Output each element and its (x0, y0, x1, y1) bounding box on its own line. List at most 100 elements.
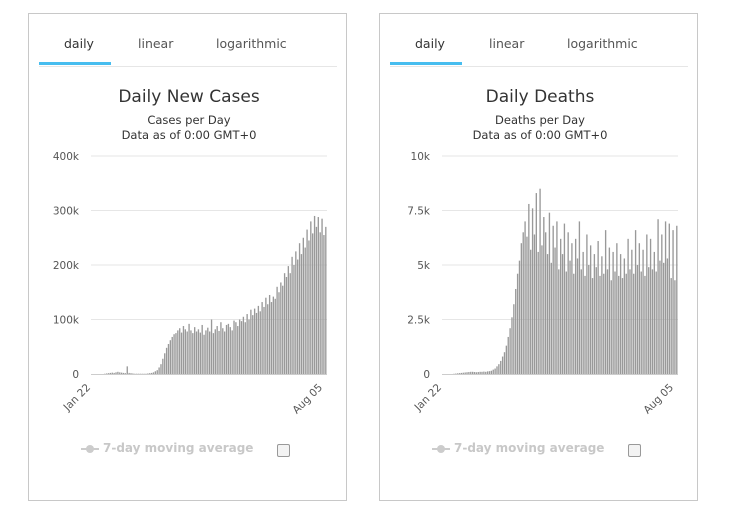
bar (569, 260, 571, 374)
bar (177, 330, 179, 374)
bar (528, 203, 530, 374)
bar (218, 330, 220, 374)
bar (319, 232, 321, 374)
bar (473, 372, 476, 374)
bar (483, 371, 485, 374)
bar (550, 262, 552, 374)
bar (627, 238, 629, 374)
bar (567, 232, 569, 374)
bar (599, 275, 601, 374)
tab-logarithmic[interactable]: logarithmic (216, 36, 287, 51)
bar (661, 234, 663, 374)
bar (210, 319, 213, 374)
bar (126, 366, 128, 374)
tab-daily[interactable]: daily (415, 36, 445, 51)
tab-logarithmic[interactable]: logarithmic (567, 36, 638, 51)
legend[interactable]: 7-day moving average (432, 440, 632, 460)
bar (253, 308, 256, 374)
bar (244, 322, 246, 374)
bar (648, 267, 650, 374)
bar (201, 324, 203, 374)
bar (492, 369, 494, 374)
bar (235, 322, 237, 374)
bar (541, 245, 543, 374)
bar (672, 230, 674, 374)
legend-label: 7-day moving average (454, 441, 605, 455)
bar (576, 258, 579, 374)
bar (578, 221, 581, 374)
bar (272, 296, 275, 374)
bar (270, 302, 273, 374)
bar (638, 243, 641, 374)
bar (597, 241, 599, 374)
bar (242, 316, 245, 375)
bar (606, 269, 609, 374)
bar (636, 265, 639, 374)
moving-average-checkbox[interactable] (277, 444, 290, 457)
bar (304, 247, 306, 374)
bar (603, 273, 605, 374)
bar (194, 327, 196, 374)
bar (580, 269, 582, 374)
bar (188, 323, 190, 374)
moving-average-checkbox[interactable] (628, 444, 641, 457)
bar (610, 280, 612, 374)
bar (150, 372, 153, 374)
bar (162, 358, 164, 374)
bar (231, 330, 233, 374)
bar (651, 269, 654, 374)
bar (475, 372, 478, 374)
bar (252, 315, 254, 374)
bar (524, 221, 526, 374)
tab-linear[interactable]: linear (138, 36, 174, 51)
bar (503, 352, 506, 374)
bar (593, 254, 596, 374)
bar (192, 333, 194, 375)
bar (501, 356, 504, 374)
legend[interactable]: 7-day moving average (81, 440, 281, 460)
tab-linear[interactable]: linear (489, 36, 525, 51)
bar (209, 331, 211, 374)
bar (113, 372, 115, 374)
bar (312, 233, 314, 374)
bar (184, 329, 186, 374)
bar (237, 326, 239, 374)
bar (248, 319, 250, 374)
chart-title: Daily Deaths (486, 87, 595, 107)
bar (222, 328, 224, 374)
y-tick-label: 10k (411, 151, 431, 163)
bar (107, 373, 110, 374)
bar (522, 232, 524, 374)
bar (545, 232, 547, 374)
tab-daily[interactable]: daily (64, 36, 94, 51)
bar (507, 336, 509, 374)
bar (186, 331, 188, 374)
bar (558, 269, 560, 374)
bar (571, 243, 573, 374)
bar (511, 317, 513, 374)
bar (657, 219, 659, 374)
bar (573, 273, 575, 374)
x-tick-label: Jan 22 (61, 382, 93, 414)
bar (240, 321, 243, 374)
bar (276, 286, 278, 374)
active-tab-indicator (39, 62, 111, 65)
bar (268, 294, 271, 374)
bar (295, 251, 297, 375)
bar (664, 221, 667, 374)
y-tick-label: 7.5k (407, 206, 431, 218)
bar (464, 372, 466, 374)
bar (227, 323, 230, 374)
bar (468, 372, 470, 374)
bar (207, 327, 209, 374)
bar (321, 218, 323, 374)
y-tick-label: 400k (53, 151, 80, 163)
bar (488, 371, 491, 374)
chart-subtitle-date: Data as of 0:00 GMT+0 (122, 128, 257, 142)
bar (470, 371, 472, 374)
bar (530, 249, 532, 374)
bar (625, 273, 627, 374)
bar (618, 275, 620, 374)
